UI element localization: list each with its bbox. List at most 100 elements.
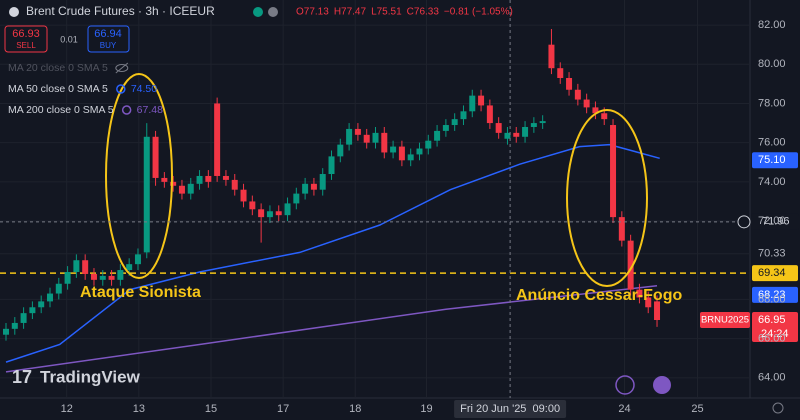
buy-price[interactable]: 66.94	[94, 28, 122, 40]
buy-button[interactable]	[87, 25, 130, 53]
candle-body	[337, 144, 344, 157]
candle-body	[469, 95, 476, 112]
x-tick-label: 12	[61, 403, 73, 415]
y-tick-label: 78.00	[758, 97, 786, 109]
candle-body	[90, 273, 97, 280]
legend-icon	[116, 84, 126, 94]
symbol-tag-box	[700, 312, 750, 329]
crosshair-x-box	[454, 400, 567, 418]
candle-body	[460, 111, 467, 120]
candle-body	[451, 119, 458, 126]
ma-line	[5, 284, 658, 373]
candle-body	[143, 136, 150, 253]
candle-body	[178, 185, 185, 194]
candle-body	[504, 132, 511, 139]
price-badge-label: 66.95	[758, 314, 786, 326]
candle-body	[363, 134, 370, 143]
candle-body	[328, 156, 335, 175]
legend-entry: MA 50 close 0 SMA 5	[8, 83, 108, 95]
hidden-icon[interactable]	[115, 64, 129, 72]
x-tick-label: 13	[133, 403, 145, 415]
legend-value: 67.48	[137, 104, 163, 116]
candle-body	[601, 113, 608, 120]
x-tick-label: 18	[349, 403, 361, 415]
price-badge-label: 75.10	[758, 154, 786, 166]
y-tick-label: 76.00	[758, 137, 786, 149]
chart-title: Brent Crude Futures · 3h · ICEEUR	[26, 4, 215, 18]
sell-button[interactable]	[4, 25, 48, 53]
crosshair-y-label: 71.96	[762, 216, 790, 228]
candle-body	[108, 275, 115, 280]
highlight-ellipse	[105, 73, 173, 279]
candle-body	[434, 130, 441, 141]
candle-body	[425, 140, 432, 149]
candle-body	[381, 132, 388, 153]
candle-body	[627, 240, 634, 290]
candle-body	[73, 260, 80, 272]
candle-body	[442, 125, 449, 131]
candle-body	[46, 293, 53, 302]
hidden-icon-strike[interactable]	[115, 62, 129, 74]
candle-body	[284, 203, 291, 216]
sell-label[interactable]: SELL	[16, 41, 36, 50]
candle-body	[390, 146, 397, 153]
candle-body	[152, 136, 159, 178]
logo-mark: 17	[12, 367, 32, 387]
price-badge-label: 68.23	[758, 289, 786, 301]
ohlc-value: −0.81 (−1.05%)	[444, 7, 513, 18]
event-icon[interactable]	[653, 376, 671, 394]
candle-body	[293, 193, 300, 204]
candle-body	[275, 211, 282, 216]
candle-body	[187, 183, 194, 194]
candle-body	[416, 148, 423, 155]
candle-body	[354, 128, 361, 135]
countdown: 24:24	[761, 328, 789, 340]
candle-body	[574, 89, 581, 100]
crosshair-x-label: Fri 20 Jun '25 09:00	[460, 403, 560, 415]
candle-body	[214, 103, 221, 176]
candle-body	[266, 211, 273, 218]
candle-body	[654, 301, 661, 321]
candle-body	[478, 95, 485, 106]
candle-body	[55, 283, 62, 294]
candle-body	[592, 107, 599, 114]
annotation: Ataque Sionista	[80, 284, 201, 301]
ma-line	[5, 143, 660, 363]
annotation: Anúncio Cessar-Fogo	[516, 287, 682, 304]
x-tick-label: 25	[691, 403, 703, 415]
legend-entry: MA 200 close 0 SMA 5	[8, 104, 114, 116]
price-badge-label: 69.34	[758, 267, 786, 279]
event-icon[interactable]	[615, 375, 635, 395]
candle-body	[513, 132, 520, 137]
candle-body	[99, 275, 106, 280]
candle-body	[618, 217, 625, 241]
candle-body	[249, 201, 256, 210]
price-badge	[752, 152, 798, 169]
crosshair-y-box	[751, 213, 799, 230]
candle-body	[258, 209, 265, 218]
ohlc-value: C76.33	[407, 7, 440, 18]
x-tick-label: 17	[277, 403, 289, 415]
candle-body	[29, 307, 36, 314]
candle-body	[557, 68, 564, 78]
ohlc-value: H77.47	[334, 7, 367, 18]
symbol-tag: BRNU2025	[701, 315, 749, 326]
crosshair-plus	[737, 215, 751, 229]
candle-body	[407, 154, 414, 161]
candle-body	[38, 301, 45, 308]
symbol-icon	[9, 7, 19, 17]
indicator-legend: MA 20 close 0 SMA 5 MA 50 close 0 SMA 5 74…	[8, 62, 163, 116]
settings-icon[interactable]	[772, 402, 784, 414]
candle-body	[310, 183, 317, 190]
candle-body	[126, 264, 133, 271]
candle-body	[398, 146, 405, 161]
y-tick-label: 66.00	[758, 333, 786, 345]
y-tick-label: 70.33	[758, 248, 786, 260]
sell-price[interactable]: 66.93	[12, 28, 40, 40]
candle-body	[134, 254, 141, 265]
buy-label[interactable]: BUY	[100, 41, 117, 50]
candle-body	[20, 313, 27, 323]
candle-body	[170, 181, 177, 186]
